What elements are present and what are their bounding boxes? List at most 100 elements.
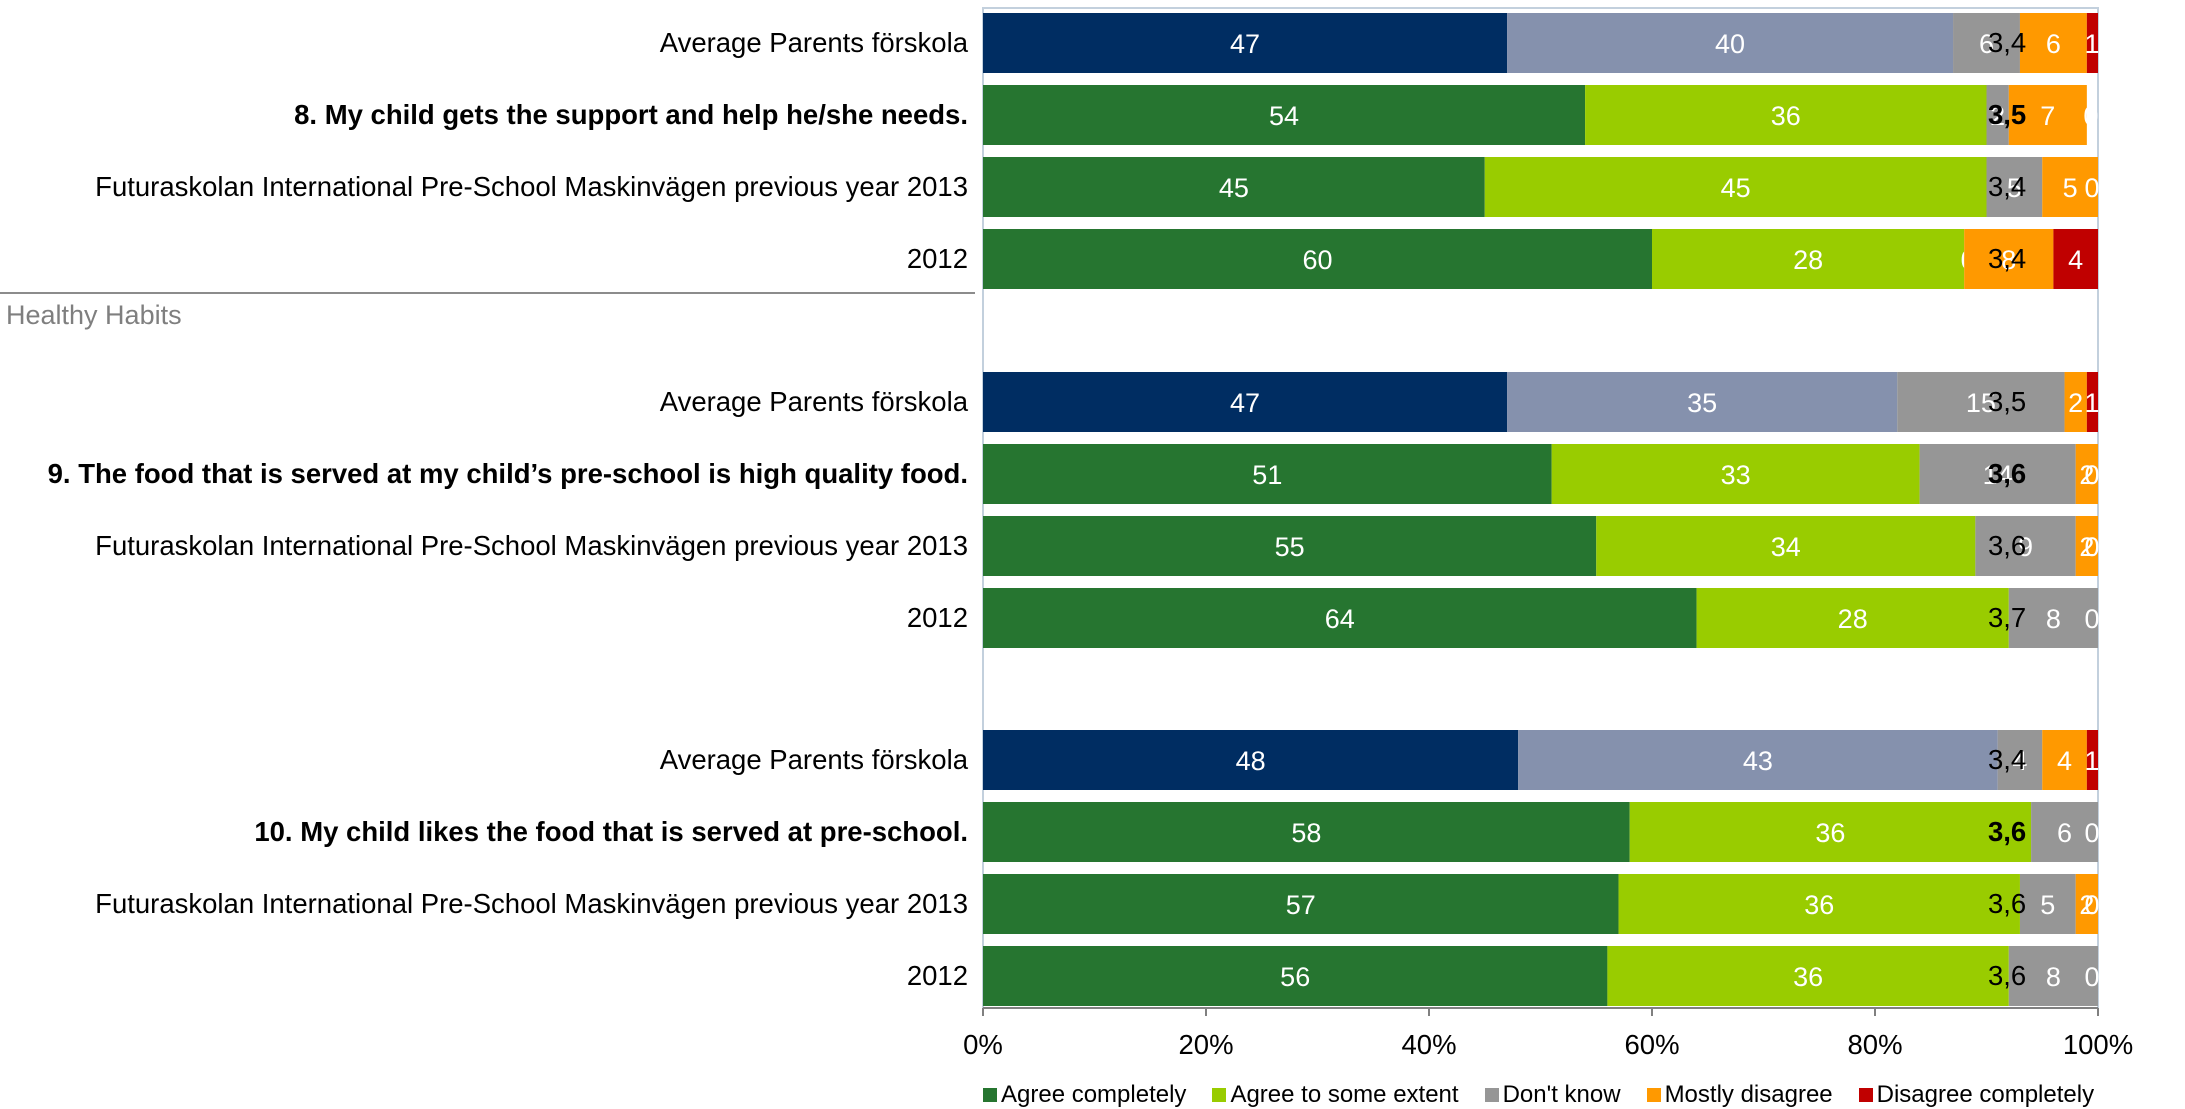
data-label: 33 (1721, 460, 1751, 490)
row-score: 3,4 (1988, 243, 2027, 274)
bar-segment (983, 229, 1652, 289)
data-label: 51 (1252, 460, 1282, 490)
data-label: 0 (2084, 818, 2099, 848)
bar-segment (2064, 372, 2087, 432)
data-label: 2 (2079, 460, 2094, 490)
legend-item: Agree completely (983, 1081, 1186, 1109)
data-label: 0 (2084, 532, 2099, 562)
row-score: 3,6 (1988, 960, 2027, 991)
data-label: 2 (1990, 101, 2005, 131)
bar-segment (2008, 85, 2087, 145)
row-score: 3,7 (1988, 602, 2027, 633)
data-label: 6 (2046, 29, 2061, 59)
row-score: 3,6 (1988, 530, 2027, 561)
data-label: 58 (1291, 818, 1321, 848)
data-label: 47 (1230, 29, 1260, 59)
data-label: 5 (2063, 173, 2078, 203)
bar-segment (2019, 13, 2087, 73)
data-label: 56 (1280, 962, 1310, 992)
bar-segment (983, 874, 1619, 934)
data-label: 28 (1838, 604, 1868, 634)
data-label: 0 (2084, 604, 2099, 634)
data-label: 14 (1983, 460, 2013, 490)
bar-segment (983, 946, 1608, 1006)
x-tick-label: 60% (1624, 1029, 1680, 1060)
bar-segment (983, 802, 1630, 862)
row-label: 2012 (906, 243, 968, 274)
legend-label: Don't know (1502, 1081, 1621, 1108)
bar-segment (983, 730, 1519, 790)
data-label: 0 (2084, 890, 2099, 920)
data-label: 6 (2057, 818, 2072, 848)
bar-segment (2053, 229, 2098, 289)
row-label: 2012 (906, 960, 968, 991)
bar-segment (2075, 516, 2098, 576)
legend-label: Mostly disagree (1664, 1081, 1833, 1108)
data-label: 0 (2084, 460, 2099, 490)
data-label: 7 (2040, 101, 2055, 131)
bar-segment (2086, 13, 2098, 73)
row-score: 3,6 (1988, 816, 2027, 847)
bar-segment (1507, 13, 1954, 73)
bar-segment (1518, 730, 1998, 790)
bar-segment (983, 516, 1597, 576)
row-label: Average Parents förskola (659, 386, 968, 417)
data-label: 2 (2079, 532, 2094, 562)
row-label: Futuraskolan International Pre-School Ma… (95, 530, 968, 561)
bar-segment (2008, 946, 2098, 1006)
data-label: 1 (2084, 29, 2099, 59)
row-score: 3,4 (1988, 27, 2027, 58)
data-label: 0 (2084, 962, 2099, 992)
data-label: 4 (2012, 746, 2027, 776)
data-label: 36 (1771, 101, 1801, 131)
data-label: 45 (1219, 173, 1249, 203)
data-label: 36 (1815, 818, 1845, 848)
row-label: Futuraskolan International Pre-School Ma… (95, 171, 968, 202)
bar-segment (1507, 372, 1898, 432)
bar-segment (983, 444, 1552, 504)
row-label: 9. The food that is served at my child’s… (47, 458, 968, 489)
bar-segment (2086, 372, 2098, 432)
data-label: 1 (2084, 746, 2099, 776)
x-tick-label: 20% (1178, 1029, 1234, 1060)
data-label: 4 (2068, 245, 2083, 275)
bar-segment (2086, 730, 2098, 790)
bar-segment (983, 157, 1485, 217)
bar-segment (1585, 85, 1987, 145)
bar-segment (1919, 444, 2076, 504)
bar-segment (2075, 444, 2098, 504)
data-label: 34 (1771, 532, 1801, 562)
data-label: 15 (1966, 388, 1996, 418)
section-title: Healthy Habits (6, 300, 182, 330)
section-divider (0, 292, 975, 294)
bar-segment (1953, 13, 2020, 73)
bar-segment (1897, 372, 2065, 432)
bar-segment (1596, 516, 1976, 576)
bar-segment (1484, 157, 1987, 217)
legend-item: Don't know (1484, 1081, 1621, 1109)
data-label: 1 (2084, 388, 2099, 418)
legend: Agree completely Agree to some extent Don'… (983, 1081, 2120, 1109)
data-label: 47 (1230, 388, 1260, 418)
x-tick-label: 0% (963, 1029, 1003, 1060)
data-label: 0 (2083, 101, 2098, 131)
x-tick-label: 100% (2062, 1029, 2134, 1060)
row-score: 3,6 (1988, 458, 2027, 489)
data-label: 4 (2057, 746, 2072, 776)
data-label: 57 (1286, 890, 1316, 920)
bar-segment (1964, 229, 2054, 289)
data-label: 43 (1743, 746, 1773, 776)
legend-swatch (1858, 1088, 1873, 1102)
bar-segment (1696, 588, 2009, 648)
legend-swatch (1212, 1088, 1227, 1102)
data-label: 8 (2001, 245, 2016, 275)
bar-segment (983, 13, 1508, 73)
legend-item: Disagree completely (1858, 1081, 2094, 1109)
data-label: 6 (1979, 29, 1994, 59)
bar-segment (1618, 874, 2020, 934)
bar-segment (1652, 229, 1965, 289)
bar-segment (2031, 802, 2098, 862)
x-tick-label: 80% (1847, 1029, 1903, 1060)
